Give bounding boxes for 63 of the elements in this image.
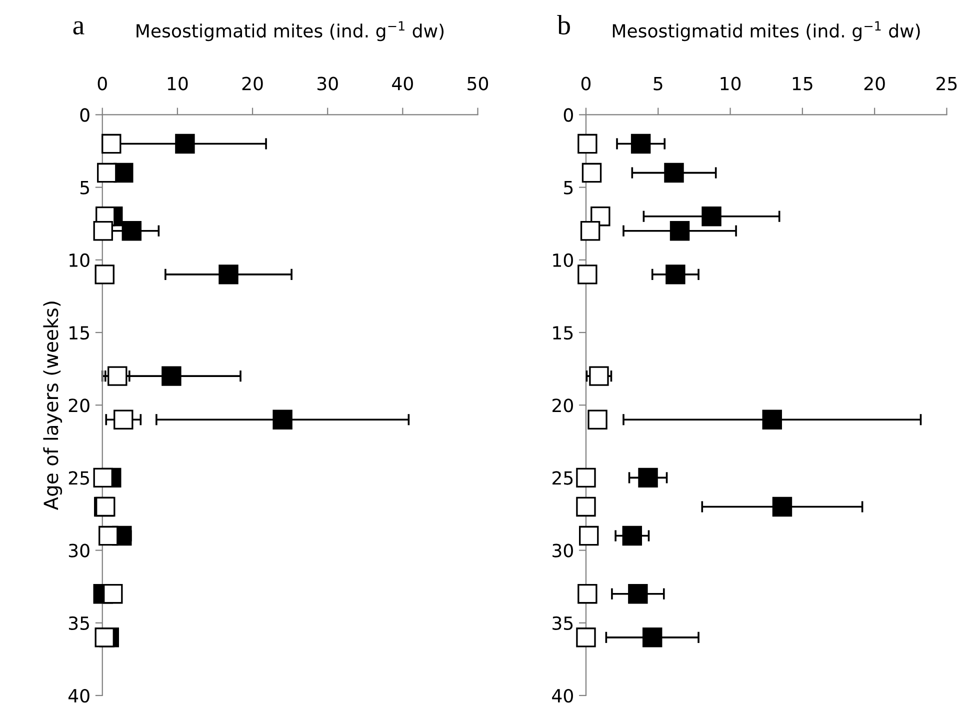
x-tick-label: 50 — [468, 76, 488, 90]
x-axis-title: Mesostigmatid mites (ind. g$^{−1}$ dw) — [136, 21, 444, 42]
point — [272, 410, 292, 430]
point — [670, 221, 690, 241]
point — [642, 628, 662, 648]
point — [218, 264, 238, 284]
point — [103, 584, 123, 604]
y-tick-label: 25 — [68, 471, 89, 485]
y-tick-label: 5 — [80, 181, 89, 194]
point — [772, 496, 792, 517]
point — [98, 526, 118, 546]
point — [576, 468, 596, 488]
y-tick-label: 15 — [70, 326, 89, 340]
y-tick-label: 30 — [552, 544, 573, 558]
y-tick-label: 0 — [564, 108, 573, 122]
x-tick-label: 0 — [98, 76, 107, 90]
y-tick-label: 15 — [553, 326, 573, 340]
chart-title: b — [557, 15, 570, 35]
point — [664, 162, 684, 183]
point — [93, 468, 113, 488]
point — [580, 221, 600, 241]
point — [762, 410, 782, 430]
point — [666, 264, 686, 284]
x-tick-label: 40 — [392, 76, 413, 90]
x-tick-label: 0 — [581, 76, 591, 90]
point — [576, 496, 596, 517]
x-tick-label: 20 — [242, 76, 263, 90]
point — [578, 134, 598, 154]
y-tick-label: 35 — [552, 616, 573, 630]
point — [102, 134, 122, 154]
point — [582, 162, 602, 183]
point — [94, 628, 114, 648]
y-tick-label: 40 — [68, 688, 90, 703]
point — [579, 526, 599, 546]
point — [622, 526, 642, 546]
x-axis-title: Mesostigmatid mites (ind. g$^{−1}$ dw) — [612, 21, 920, 42]
x-tick-label: 30 — [317, 76, 338, 90]
point — [638, 468, 658, 488]
y-axis-title: Age of layers (weeks) — [43, 302, 62, 510]
y-tick-label: 25 — [552, 471, 573, 485]
y-tick-label: 35 — [68, 616, 89, 630]
x-tick-label: 15 — [792, 76, 812, 90]
point — [122, 221, 142, 241]
x-tick-label: 10 — [720, 76, 741, 90]
point — [162, 366, 182, 386]
chart-title: a — [73, 21, 84, 35]
y-tick-label: 20 — [68, 398, 90, 412]
y-tick-label: 10 — [70, 253, 90, 268]
point — [628, 584, 648, 604]
y-tick-label: 10 — [553, 253, 573, 268]
y-tick-label: 0 — [80, 108, 90, 122]
y-tick-label: 30 — [68, 544, 90, 558]
point — [630, 134, 651, 154]
y-tick-label: 40 — [552, 688, 573, 703]
point — [93, 221, 113, 241]
x-tick-label: 25 — [936, 76, 957, 90]
point — [702, 206, 722, 226]
x-tick-label: 10 — [168, 76, 188, 90]
x-tick-label: 20 — [864, 76, 885, 90]
point — [175, 134, 195, 154]
y-tick-label: 20 — [552, 398, 573, 412]
x-tick-label: 5 — [654, 76, 662, 90]
y-tick-label: 5 — [564, 181, 573, 194]
